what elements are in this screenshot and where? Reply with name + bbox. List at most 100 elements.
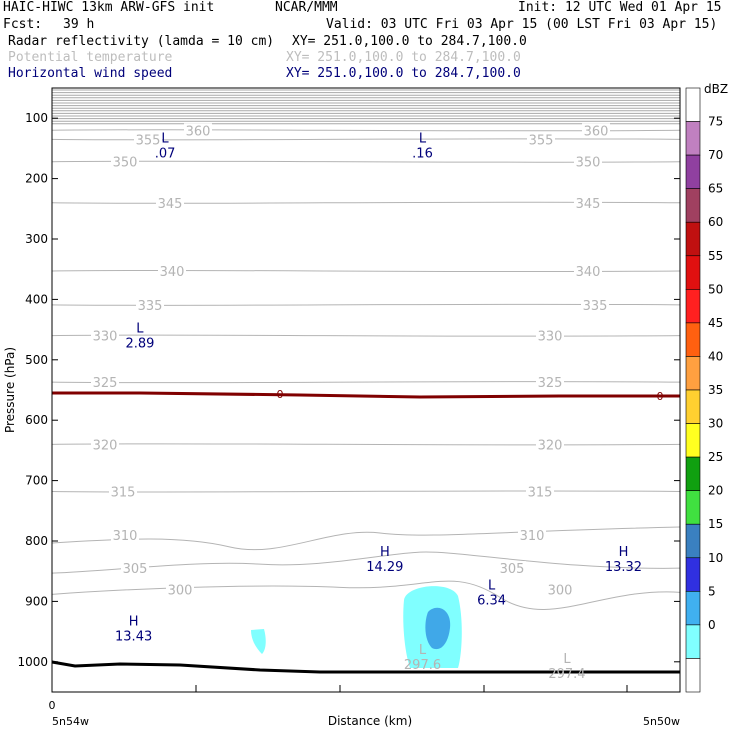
y-tick-label: 100 (25, 111, 48, 125)
theta-contour-label: 305 (123, 562, 148, 577)
theta-contour-label: 325 (538, 376, 563, 391)
theta-label-bg (574, 264, 602, 278)
colorbar-level-label: 0 (708, 618, 716, 632)
theta-contour (51, 334, 681, 337)
theta-contour (51, 443, 681, 446)
theta-contour-label: 325 (93, 376, 118, 391)
fcst-value: 39 h (63, 17, 95, 32)
wind-extremum-type: L (419, 131, 427, 146)
colorbar-swatch (685, 289, 701, 324)
colorbar-swatch (685, 121, 701, 156)
theta-extremum-type: L (419, 643, 427, 658)
colorbar-swatch (685, 456, 701, 491)
colorbar-level-label: 5 (708, 584, 716, 598)
init-time: Init: 12 UTC Wed 01 Apr 15 (518, 0, 722, 15)
wind-extremum-type: L (488, 578, 496, 593)
wind-extremum-type: L (161, 131, 169, 146)
theta-contour-label: 340 (576, 265, 601, 280)
colorbar-level-label: 35 (708, 383, 723, 397)
colorbar-swatch (685, 490, 701, 525)
colorbar-level-label: 40 (708, 349, 723, 363)
wind-extremum-type: H (619, 545, 629, 560)
freezing-level: 0 0 (52, 388, 680, 403)
field-reflectivity: Radar reflectivity (lamda = 10 cm) (8, 34, 275, 49)
x-left-label: 5n54w (52, 715, 89, 728)
theta-label-bg (121, 561, 149, 575)
colorbar-level-label: 10 (708, 551, 723, 565)
theta-label-bg (582, 123, 610, 137)
upper-theta-lines (52, 89, 680, 125)
theta-contour-label: 335 (583, 299, 608, 314)
wind-extremum-type: H (380, 545, 390, 560)
wind-extremum-value: .16 (412, 146, 433, 161)
theta-label-bg (109, 484, 137, 498)
colorbar-level-label: 70 (708, 148, 723, 162)
theta-contour-label: 360 (186, 124, 211, 139)
y-tick-label: 300 (25, 232, 48, 246)
theta-contour (51, 526, 681, 551)
y-tick-label: 900 (25, 594, 48, 608)
reflectivity-core (425, 607, 451, 650)
field-theta: Potential temperature (8, 50, 173, 65)
theta-label-bg (518, 527, 546, 541)
theta-label-bg (156, 195, 184, 209)
theta-contour-label: 345 (158, 197, 183, 212)
theta-extremum-value: 297.6 (404, 658, 441, 673)
org-label: NCAR/MMM (275, 0, 338, 15)
theta-contour-label: 320 (93, 438, 118, 453)
x-start-label: 0 (49, 699, 56, 712)
colorbar-level-label: 30 (708, 417, 723, 431)
theta-contour-label: 335 (138, 299, 163, 314)
theta-contour (51, 381, 681, 384)
theta-label-bg (111, 527, 139, 541)
colorbar-swatch (685, 154, 701, 189)
colorbar-swatch (685, 87, 701, 122)
extrema-labels: L.07L.16L2.89H14.29H13.32L6.34H13.43L297… (115, 131, 642, 681)
theta-label-bg (581, 297, 609, 311)
colorbar-swatch (685, 322, 701, 357)
colorbar-swatch (685, 221, 701, 257)
colorbar-swatch (685, 557, 701, 592)
wind-extremum-value: 13.32 (605, 560, 642, 575)
theta-contour-label: 355 (529, 133, 554, 148)
theta-label-bg (91, 437, 119, 451)
colorbar-level-label: 60 (708, 215, 723, 229)
y-axis: 100 200 300 400 500 600 700 800 900 1000 (17, 111, 680, 669)
colorbar-level-label: 55 (708, 249, 723, 263)
field-reflectivity-xy: XY= 251.0,100.0 to 284.7,100.0 (292, 34, 527, 49)
theta-contour-label: 330 (93, 330, 118, 345)
colorbar-level-label: 25 (708, 450, 723, 464)
theta-contour (51, 138, 681, 141)
wind-extremum-value: 13.43 (115, 630, 152, 645)
colorbar-level-label: 20 (708, 484, 723, 498)
theta-label-bg (574, 195, 602, 209)
y-tick-label: 700 (25, 474, 48, 488)
theta-label-bg (91, 328, 119, 342)
theta-contour-label: 350 (113, 156, 138, 171)
theta-label-bg (184, 123, 212, 137)
theta-contour (51, 580, 681, 610)
colorbar-unit: dBZ (704, 82, 728, 96)
reflectivity-cells (251, 586, 462, 668)
theta-contour-label: 340 (160, 265, 185, 280)
theta-contour-label: 315 (111, 485, 136, 500)
wind-extremum-type: L (136, 322, 144, 337)
fcst-label: Fcst: (3, 17, 43, 32)
theta-label-bg (134, 132, 162, 146)
reflectivity-cell-small (251, 629, 266, 654)
theta-contour-label: 300 (168, 583, 193, 598)
wind-extremum-value: .07 (155, 146, 176, 161)
theta-contour (51, 551, 681, 574)
y-tick-label: 500 (25, 353, 48, 367)
theta-label-bg (536, 375, 564, 389)
theta-contour-label: 300 (548, 583, 573, 598)
model-title: HAIC-HIWC 13km ARW-GFS init (3, 0, 215, 15)
field-wind: Horizontal wind speed (8, 66, 173, 81)
colorbar-swatch (685, 389, 701, 424)
colorbar-level-label: 15 (708, 517, 723, 531)
theta-contour (51, 490, 681, 493)
y-tick-label: 1000 (17, 655, 48, 669)
freezing-level-label-2: 0 (657, 390, 664, 403)
